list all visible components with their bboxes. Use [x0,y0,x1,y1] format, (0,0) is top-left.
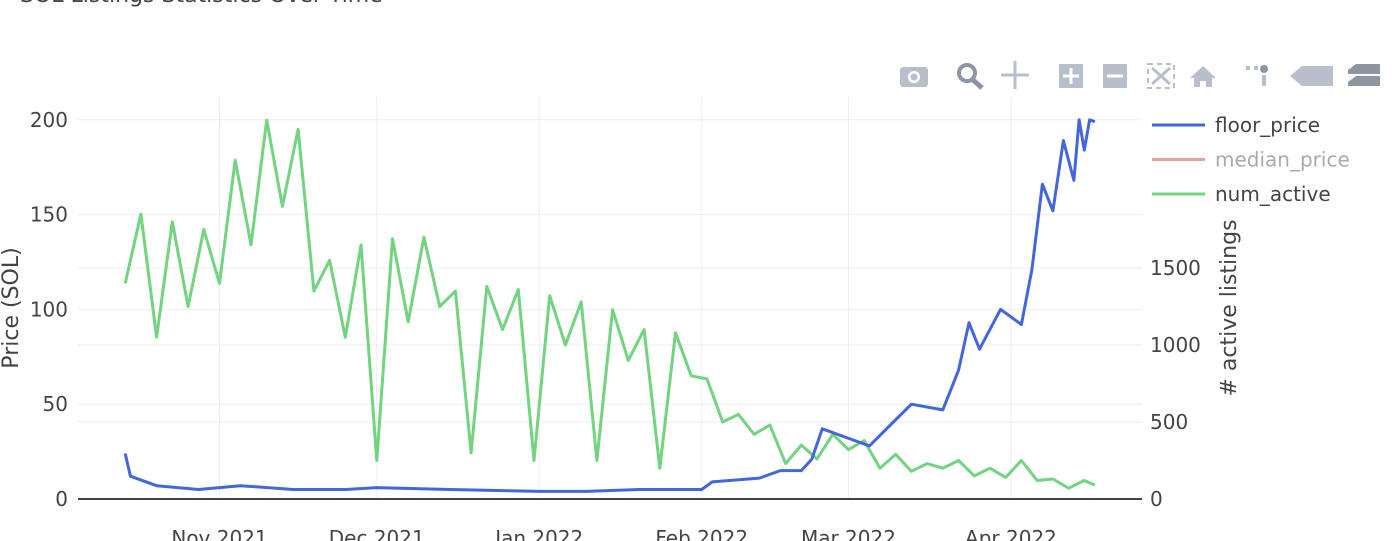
chart-title: SOL Listings Statistics Over Time [20,0,383,8]
y2-tick-label: 500 [1150,410,1188,434]
legend-item[interactable]: num_active [1152,182,1331,206]
camera-button[interactable] [900,67,928,87]
x-tick-label: Mar 2022 [801,526,896,541]
zoom-button[interactable] [957,63,984,90]
toolbar [900,61,1380,90]
y-axis-title: Price (SOL) [0,247,24,368]
spike-button[interactable] [1246,65,1268,86]
grid [78,97,1142,500]
x-tick-label: Dec 2021 [329,526,425,541]
y2-axis-title: # active listings [1217,219,1242,396]
line-series [123,118,1096,493]
y-tick-label: 50 [43,392,68,416]
y-tick-label: 100 [30,297,68,321]
hover-closest-button[interactable] [1290,66,1333,86]
y-tick-label: 200 [30,108,68,132]
y-tick-label: 0 [55,487,68,511]
x-tick-label: Feb 2022 [655,526,748,541]
reset-button[interactable] [1190,66,1216,87]
x-tick-label: Jan 2022 [493,526,583,541]
legend-item[interactable]: floor_price [1152,113,1320,137]
y2-tick-label: 0 [1150,487,1163,511]
legend-label: num_active [1215,182,1331,206]
autoscale-button[interactable] [1147,63,1175,89]
hover-compare-button[interactable] [1348,64,1380,86]
y2-tick-label: 1000 [1150,333,1201,357]
x-tick-label: Apr 2022 [965,526,1057,541]
x-tick-label: Nov 2021 [171,526,267,541]
pan-button[interactable] [1001,61,1029,89]
zoom-in-button[interactable] [1059,64,1083,88]
legend-item[interactable]: median_price [1152,148,1350,172]
zoom-out-button[interactable] [1103,64,1127,88]
y2-tick-label: 1500 [1150,256,1201,280]
y-tick-label: 150 [30,203,68,227]
legend-label: median_price [1215,148,1350,172]
legend-label: floor_price [1215,113,1320,137]
line-series [123,118,1096,490]
